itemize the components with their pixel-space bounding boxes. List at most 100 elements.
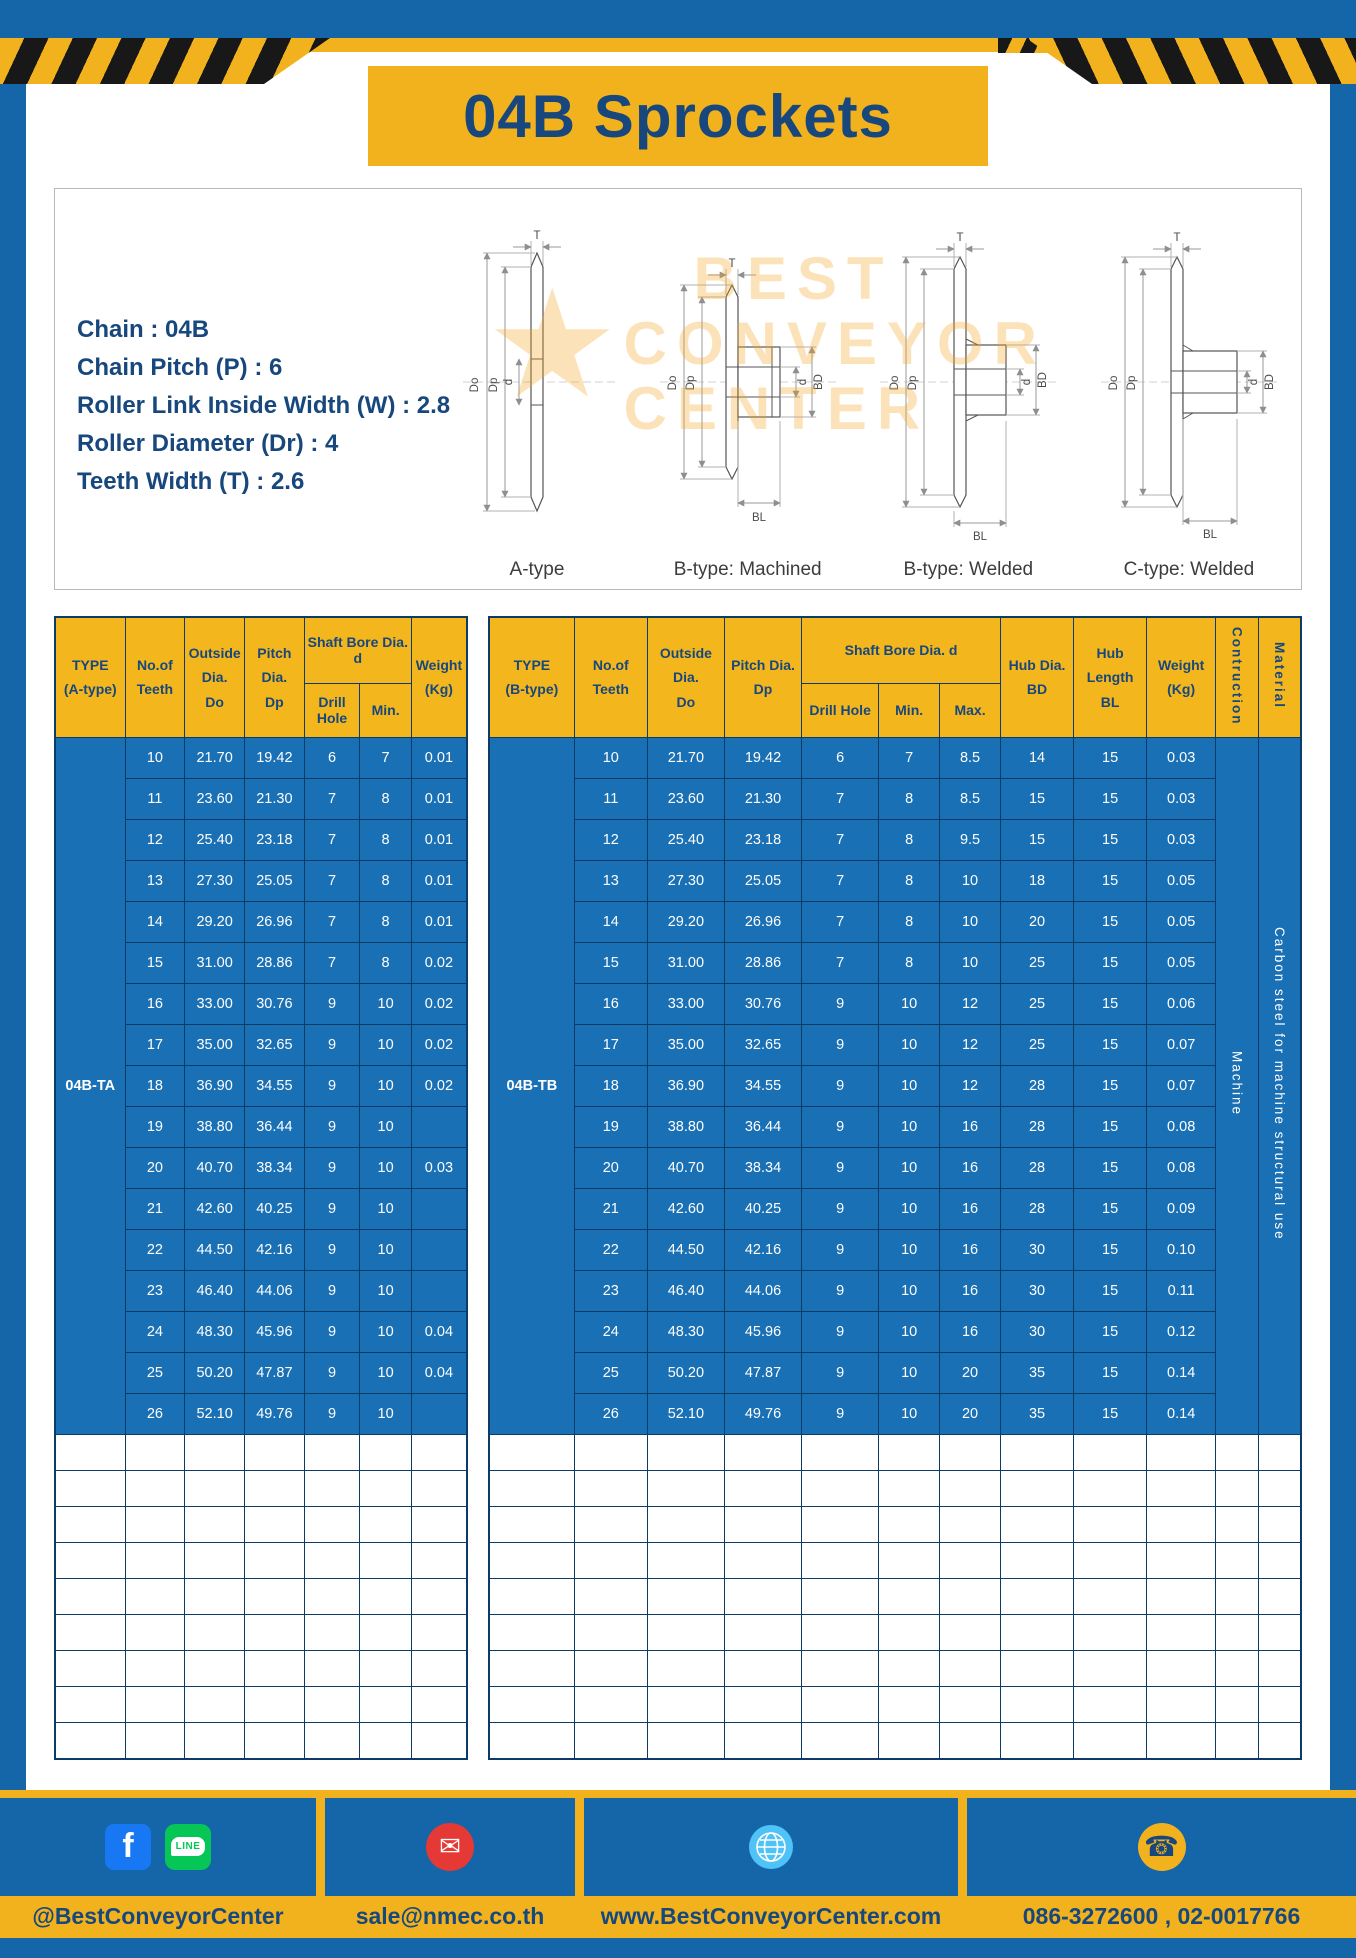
empty-table-row	[488, 1685, 1302, 1723]
empty-table-row	[54, 1685, 468, 1723]
header-shaft-bore-b: Shaft Bore Dia. d	[801, 616, 1001, 684]
empty-cell	[1146, 1685, 1217, 1723]
dim-label-t: T	[533, 230, 540, 242]
table-cell: 9	[303, 1105, 361, 1148]
drawing-caption-b-welded: B-type: Welded	[903, 559, 1034, 580]
dim-label-do: Do	[469, 378, 481, 393]
table-cell: 7	[359, 736, 412, 779]
header-outside-dia-b: Outside Dia. Do	[646, 616, 725, 738]
empty-cell	[184, 1433, 245, 1471]
empty-table-row	[488, 1721, 1302, 1759]
table-cell: 18	[573, 1064, 648, 1107]
table-cell: 10	[359, 1023, 412, 1066]
type-value: 04B-TB	[488, 736, 575, 1435]
table-cell: 44.50	[184, 1228, 245, 1271]
table-cell: 10	[359, 1310, 412, 1353]
table-cell: 15	[573, 941, 648, 984]
table-cell: 0.08	[1146, 1146, 1217, 1189]
table-cell: 0.01	[410, 818, 468, 861]
table-cell: 0.05	[1146, 941, 1217, 984]
empty-cell	[646, 1505, 725, 1543]
table-row: 19 38.80 36.44 9 10 16 28 15 0.08	[489, 1105, 1301, 1148]
empty-cell	[124, 1685, 186, 1723]
table-cell: 49.76	[244, 1392, 305, 1435]
spec-line-roller-width: Roller Link Inside Width (W) : 2.8	[77, 392, 451, 419]
table-cell: 10	[359, 982, 412, 1025]
table-a-body: 04B-TA 10 21.70 19.42 6 7 0.01 11 23.60 21.30 7 8 0.…	[54, 736, 468, 1759]
empty-cell	[359, 1541, 412, 1579]
table-cell: 23	[124, 1269, 186, 1312]
empty-cell	[573, 1577, 648, 1615]
table-cell: 11	[573, 777, 648, 820]
table-cell: 10	[359, 1269, 412, 1312]
table-row: 18 36.90 34.55 9 10 0.02	[55, 1064, 468, 1107]
table-cell: 12	[573, 818, 648, 861]
empty-cell	[939, 1685, 1001, 1723]
table-cell: 0.07	[1146, 1023, 1217, 1066]
table-cell: 10	[878, 1023, 941, 1066]
drawing-b-type-welded: T Do Dp d BD	[868, 225, 1068, 581]
empty-table-row	[54, 1505, 468, 1543]
table-cell: 0.03	[410, 1146, 468, 1189]
table-cell: 9	[303, 1187, 361, 1230]
empty-cell	[1257, 1541, 1302, 1579]
empty-table-row	[488, 1577, 1302, 1615]
c-type-welded-figure: T Do Dp d BD	[1100, 232, 1281, 541]
table-cell: 10	[573, 736, 648, 779]
header-weight-b: Weight (Kg)	[1146, 616, 1217, 738]
empty-cell	[1073, 1649, 1148, 1687]
table-cell: 28	[999, 1105, 1075, 1148]
table-cell: 10	[878, 1269, 941, 1312]
table-cell: 20	[939, 1392, 1001, 1435]
table-row: 16 33.00 30.76 9 10 0.02	[55, 982, 468, 1025]
empty-cell	[939, 1505, 1001, 1543]
table-cell: 10	[939, 941, 1001, 984]
table-cell: 19.42	[723, 736, 803, 779]
table-cell: 14	[573, 900, 648, 943]
table-cell: 20	[999, 900, 1075, 943]
empty-table-row	[54, 1649, 468, 1687]
table-cell: 10	[878, 1228, 941, 1271]
empty-cell	[801, 1613, 880, 1651]
table-cell: 15	[1073, 777, 1148, 820]
empty-cell	[303, 1541, 361, 1579]
table-cell: 28.86	[723, 941, 803, 984]
empty-cell	[723, 1577, 803, 1615]
table-row: 17 35.00 32.65 9 10 0.02	[55, 1023, 468, 1066]
empty-cell	[1146, 1433, 1217, 1471]
empty-cell	[359, 1469, 412, 1507]
table-cell: 0.09	[1146, 1187, 1217, 1230]
empty-cell	[410, 1469, 468, 1507]
table-cell: 46.40	[184, 1269, 245, 1312]
drawing-a-type: T Do Dp d A-type	[447, 225, 627, 581]
empty-cell	[244, 1685, 305, 1723]
table-cell: 9	[801, 1146, 880, 1189]
table-cell: 9	[801, 1187, 880, 1230]
table-cell: 47.87	[244, 1351, 305, 1394]
table-row: 22 44.50 42.16 9 10	[55, 1228, 468, 1271]
table-cell: 0.14	[1146, 1392, 1217, 1435]
table-cell: 21.70	[646, 736, 725, 779]
table-row: 04B-TA 10 21.70 19.42 6 7 0.01	[54, 736, 468, 1435]
table-cell: 9	[801, 1351, 880, 1394]
sprocket-table-b: TYPE (B-type) No.of Teeth Outside Dia. D…	[488, 616, 1302, 1760]
table-cell: 50.20	[184, 1351, 245, 1394]
empty-cell	[1146, 1577, 1217, 1615]
table-row: 21 42.60 40.25 9 10	[55, 1187, 468, 1230]
table-cell: 38.80	[646, 1105, 725, 1148]
technical-drawings: T Do Dp d A-type	[447, 197, 1289, 581]
empty-cell	[410, 1613, 468, 1651]
empty-cell	[410, 1685, 468, 1723]
table-cell	[410, 1105, 468, 1148]
empty-table-row	[54, 1541, 468, 1579]
table-cell: 38.80	[184, 1105, 245, 1148]
table-cell: 9	[801, 1392, 880, 1435]
dim-label-bd: BD	[1037, 372, 1049, 388]
empty-cell	[1215, 1433, 1259, 1471]
table-cell	[410, 1228, 468, 1271]
drawing-caption-a: A-type	[509, 559, 565, 580]
table-cell: 18	[124, 1064, 186, 1107]
facebook-icon: f	[105, 1823, 151, 1870]
table-cell: 44.50	[646, 1228, 725, 1271]
empty-cell	[999, 1469, 1075, 1507]
